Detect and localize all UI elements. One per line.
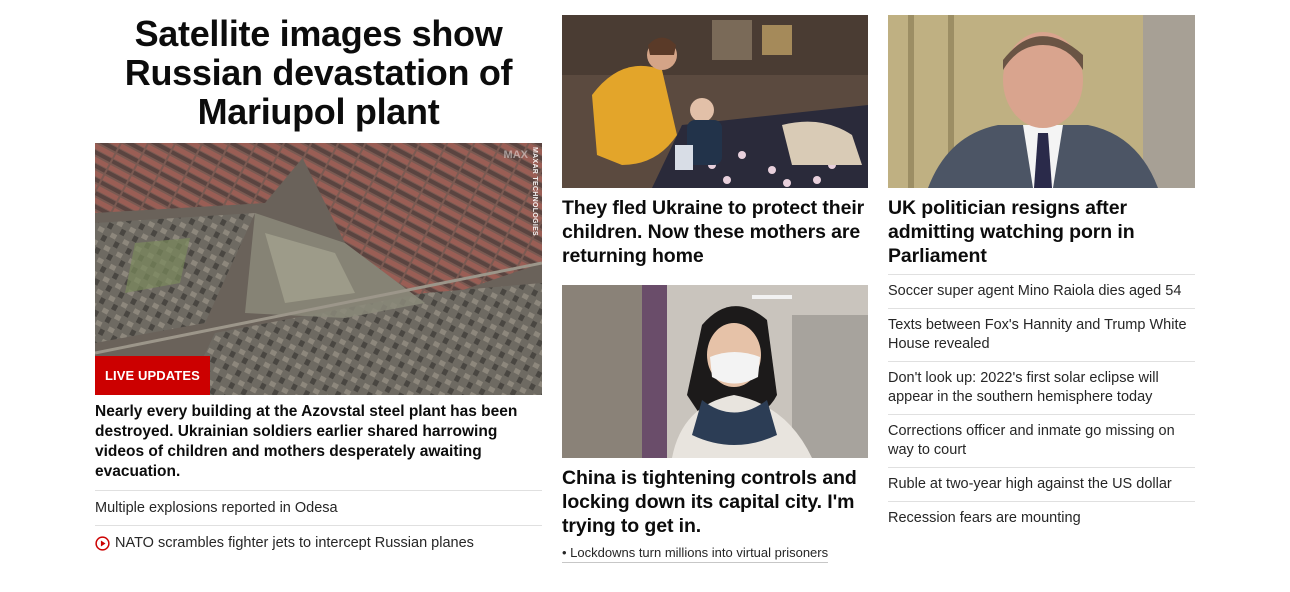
china-video-thumbnail <box>562 285 868 458</box>
list-item[interactable]: Texts between Fox's Hannity and Trump Wh… <box>888 308 1195 361</box>
story-card: China is tightening controls and locking… <box>562 285 868 563</box>
list-item[interactable]: Don't look up: 2022's first solar eclips… <box>888 361 1195 414</box>
related-link[interactable]: • Lockdowns turn millions into virtual p… <box>562 545 829 563</box>
story-headline[interactable]: UK politician resigns after admitting wa… <box>888 197 1135 267</box>
play-icon <box>95 536 110 551</box>
hero-related-links: Multiple explosions reported in Odesa NA… <box>95 490 542 560</box>
card-image[interactable] <box>888 15 1195 188</box>
image-watermark: MAX <box>503 149 528 161</box>
satellite-image <box>95 143 542 395</box>
hero-headline[interactable]: Satellite images show Russian devastatio… <box>124 13 513 132</box>
link-text[interactable]: NATO scrambles fighter jets to intercept… <box>115 535 474 551</box>
image-credit: MAXAR TECHNOLOGIES <box>531 147 538 237</box>
middle-column: They fled Ukraine to protect their child… <box>562 0 868 563</box>
right-column: UK politician resigns after admitting wa… <box>888 0 1195 535</box>
live-updates-badge[interactable]: LIVE UPDATES <box>95 356 210 395</box>
hero-story: Satellite images show Russian devastatio… <box>95 0 542 560</box>
list-item[interactable]: Ruble at two-year high against the US do… <box>888 467 1195 501</box>
hero-description[interactable]: Nearly every building at the Azovstal st… <box>95 403 518 480</box>
list-item[interactable]: Recession fears are mounting <box>888 501 1195 535</box>
headline-list: Soccer super agent Mino Raiola dies aged… <box>888 274 1195 535</box>
list-item[interactable]: Soccer super agent Mino Raiola dies aged… <box>888 274 1195 308</box>
hero-image[interactable]: MAXAR TECHNOLOGIES MAX LIVE UPDATES <box>95 143 542 395</box>
list-item[interactable]: Multiple explosions reported in Odesa <box>95 490 542 525</box>
list-item[interactable]: Corrections officer and inmate go missin… <box>888 414 1195 467</box>
link-text[interactable]: Multiple explosions reported in Odesa <box>95 500 338 516</box>
politician-photo <box>888 15 1195 188</box>
list-item[interactable]: NATO scrambles fighter jets to intercept… <box>95 525 542 560</box>
mothers-photo <box>562 15 868 188</box>
story-headline[interactable]: They fled Ukraine to protect their child… <box>562 197 865 267</box>
card-image[interactable] <box>562 285 868 458</box>
story-headline[interactable]: China is tightening controls and locking… <box>562 467 857 537</box>
card-image[interactable] <box>562 15 868 188</box>
